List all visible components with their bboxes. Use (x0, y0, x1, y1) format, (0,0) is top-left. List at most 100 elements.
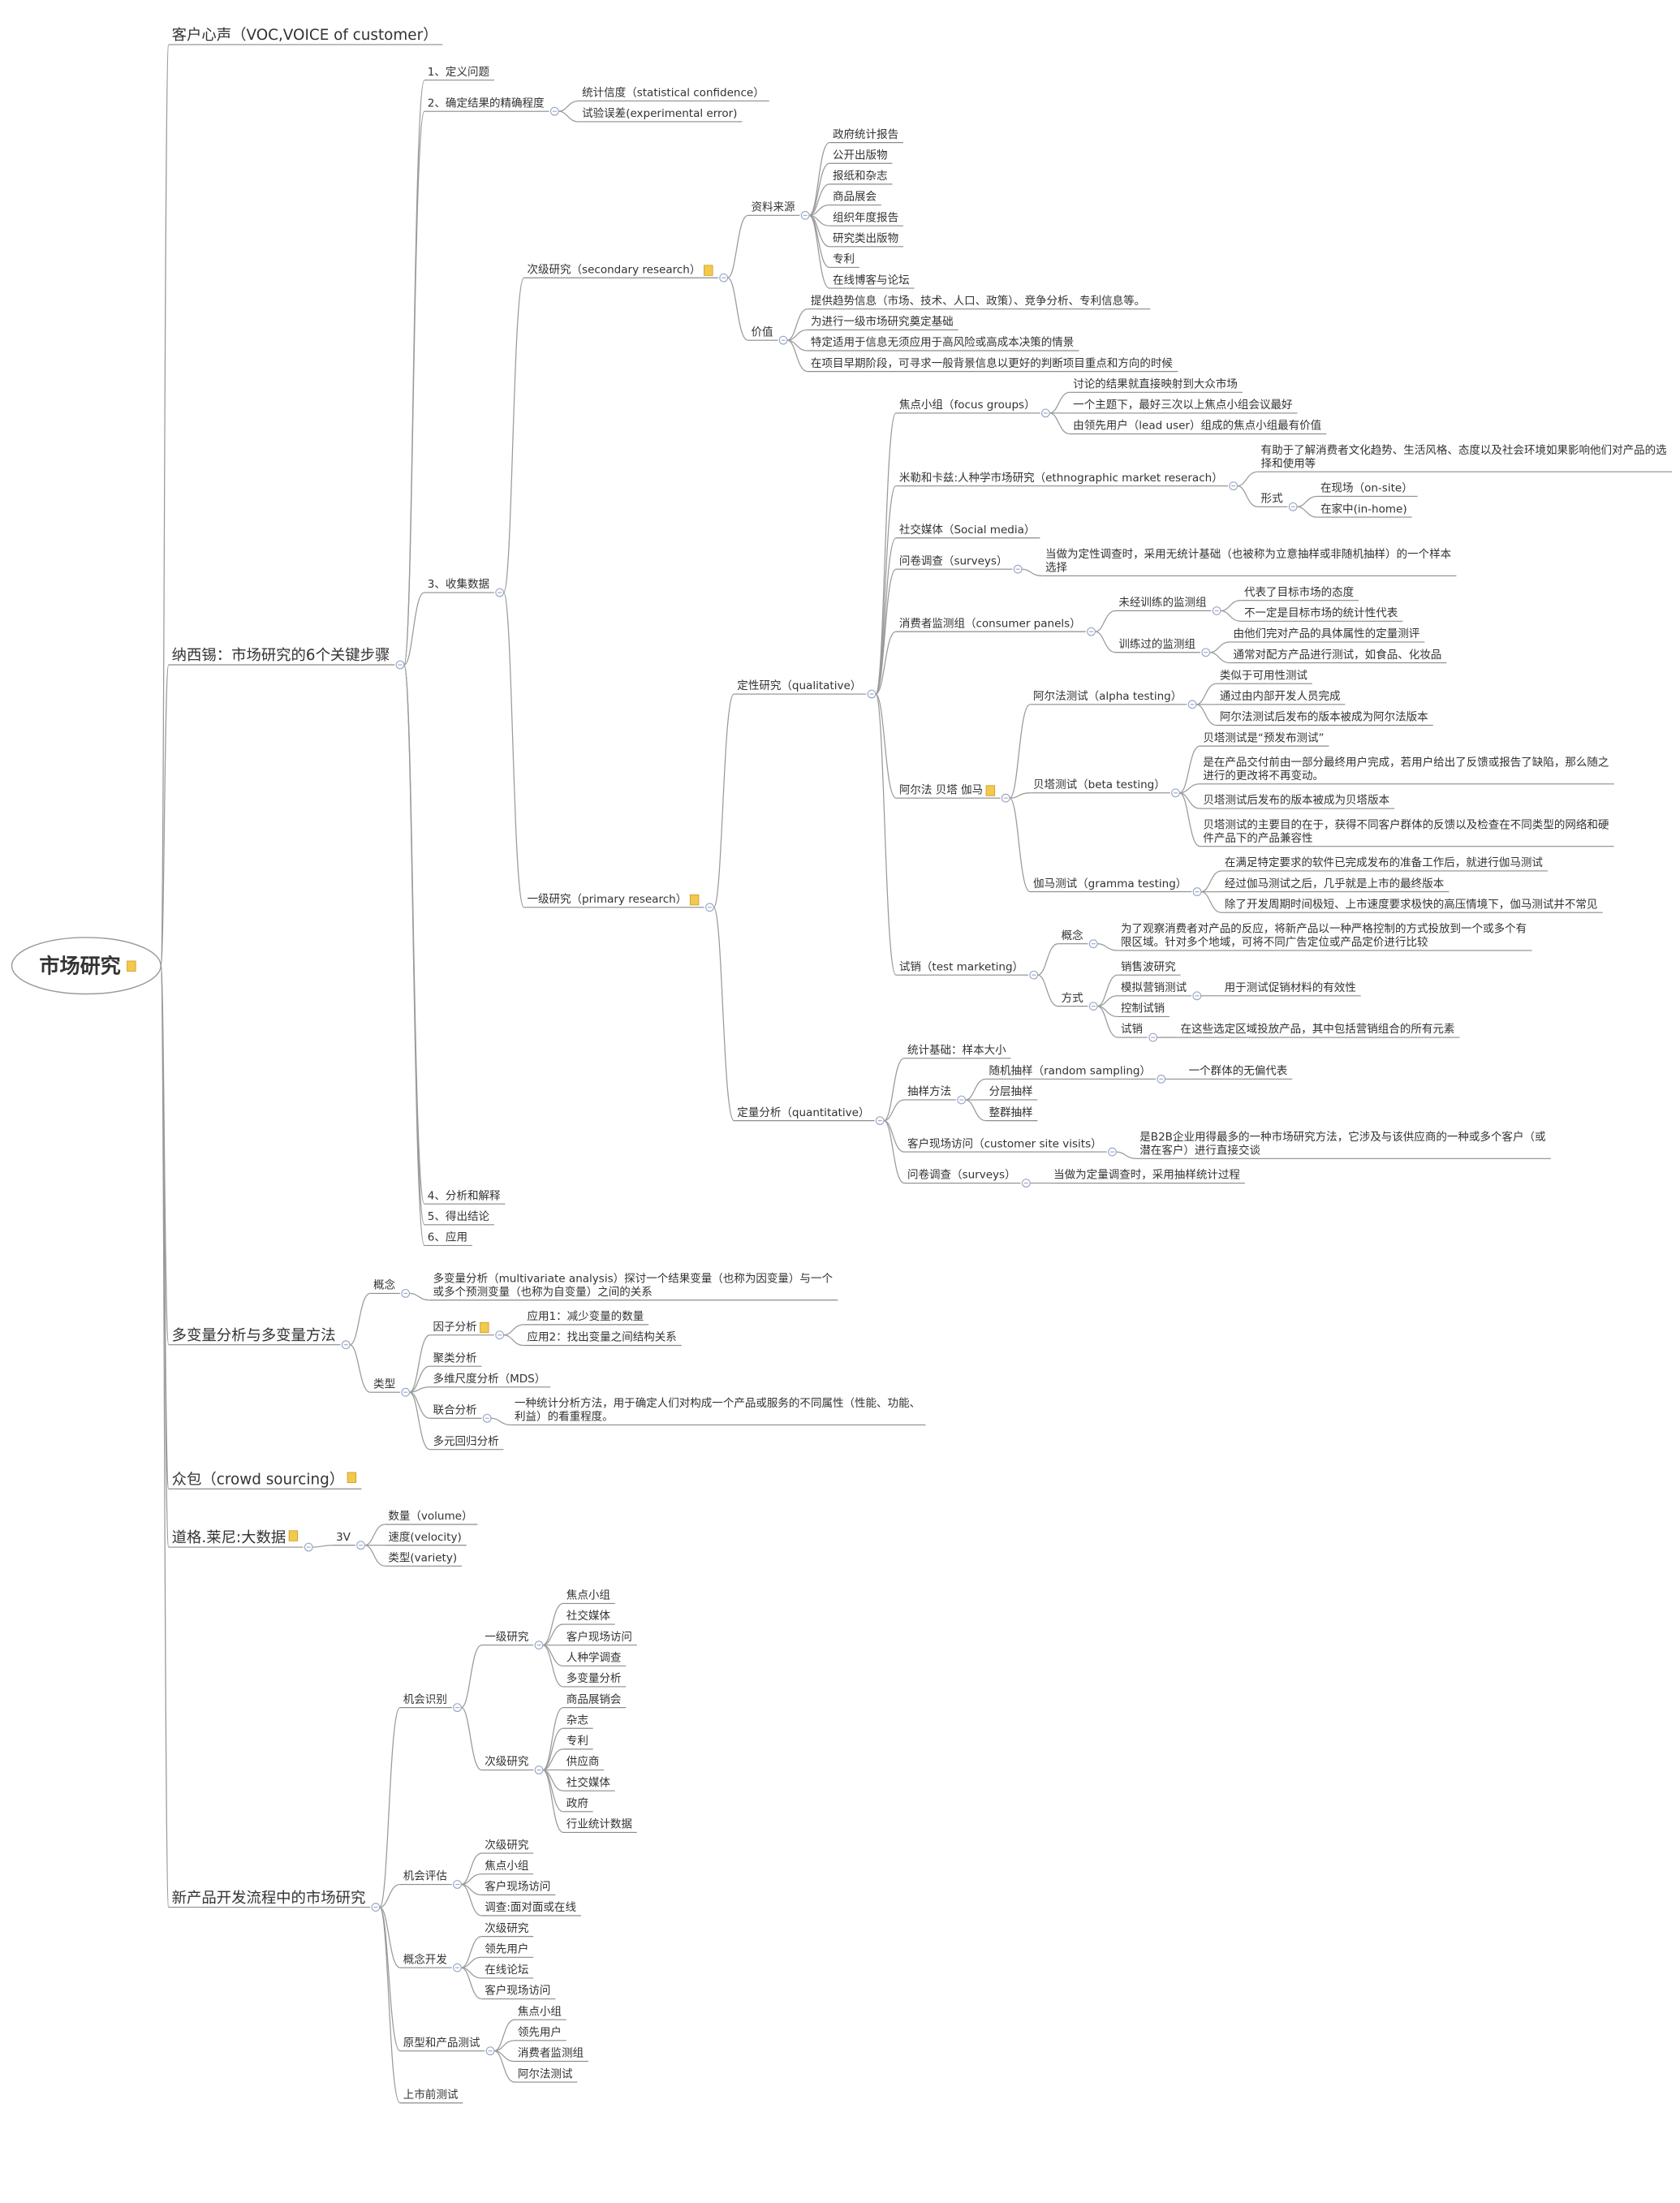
connector (379, 1906, 401, 2104)
label-line: 2、确定结果的精确程度 (428, 97, 545, 110)
label-line: 限区域。针对多个地域，可将不同广告定位或产品定价进行比较 (1121, 935, 1428, 949)
label-line: 阿尔法测试（alpha testing） (1033, 690, 1182, 703)
subtopic-node: 类型 (370, 1377, 411, 1397)
subtopic-node: 组织年度报告 (829, 211, 903, 226)
subtopic-node: 是在产品交付前由一部分最终用户完成，若用户给出了反馈或报告了缺陷，那么随之进行的… (1200, 756, 1614, 785)
label-line: 因子分析 (433, 1321, 477, 1334)
node-label: 道格.莱尼:大数据 (172, 1529, 286, 1546)
node-label: 1、定义问题 (428, 66, 490, 79)
node-label: 未经训练的监测组 (1118, 597, 1206, 610)
node-label: 问卷调查（surveys） (899, 554, 1008, 567)
node-label: 米勒和卡兹:人种学市场研究（ethnographic market resera… (899, 471, 1223, 485)
node-label: 5、得出结论 (428, 1209, 490, 1223)
label-line: 价值 (751, 325, 773, 338)
subtopic-node: 社交媒体 (562, 1775, 615, 1791)
label-line: 除了开发周期时间极短、上市速度要求极快的高压情境下，伽马测试并不常见 (1225, 897, 1598, 911)
subtopic-node: 阿尔法测试 (515, 2067, 578, 2083)
subtopic-node: 概念 (370, 1278, 411, 1298)
connector (1200, 870, 1222, 893)
label-line: 伽马测试（gramma testing） (1033, 877, 1187, 890)
subtopic-node: 训练过的监测组 (1115, 638, 1211, 657)
subtopic-node: 5、得出结论 (424, 1209, 494, 1226)
connector (786, 339, 808, 373)
connector (502, 592, 525, 908)
subtopic-node: 焦点小组 (515, 2005, 566, 2020)
subtopic-node: 专利 (562, 1735, 593, 1750)
subtopic-node: 有助于了解消费者文化趋势、生活风格、态度以及社会环境如果影响他们对产品的选择和使… (1257, 444, 1673, 472)
node-label: 用于测试促销材料的有效性 (1225, 981, 1356, 994)
subtopic-node: 阿尔法 贝塔 伽马 (895, 783, 1010, 803)
label-line: 有助于了解消费者文化趋势、生活风格、态度以及社会环境如果影响他们对产品的选 (1261, 444, 1668, 457)
node-label: 形式 (1261, 492, 1284, 505)
connector (403, 592, 425, 666)
connector (503, 1334, 524, 1347)
label-line: 或多个预测变量（也称为自变量）之间的关系 (433, 1285, 653, 1299)
label-line: 次级研究（secondary research） (527, 263, 700, 276)
subtopic-node: 政府统计报告 (829, 128, 903, 144)
subtopic-node: 定性研究（qualitative） (734, 679, 877, 699)
subtopic-node: 次级研究 (481, 1839, 534, 1854)
node-label: 政府 (566, 1797, 588, 1810)
label-line: 概念开发 (403, 1952, 448, 1966)
note-icon (347, 1472, 357, 1483)
connector (1200, 890, 1222, 913)
subtopic-node: 提供趋势信息（市场、技术、人口、政策）、竞争分析、专利信息等。 (808, 294, 1151, 310)
label-line: 一级研究 (485, 1631, 528, 1644)
node-label: 人种学调查 (566, 1652, 622, 1665)
node-label: 政府统计报告 (833, 128, 898, 141)
node-label: 统计基础：样本大小 (907, 1043, 1006, 1057)
connector (965, 1078, 986, 1101)
connector (409, 1391, 430, 1419)
subtopic-node: 统计信度（statistical confidence） (579, 87, 769, 101)
subtopic-node: 领先用户 (515, 2025, 566, 2041)
label-line: 多变量分析 (566, 1671, 622, 1685)
connector (1179, 745, 1200, 794)
connector (493, 2040, 515, 2052)
root-ellipse (11, 937, 162, 995)
label-line: 次级研究 (485, 1756, 528, 1769)
subtopic-node: 多维尺度分析（MDS） (429, 1372, 551, 1388)
label-line: 统计基础：样本大小 (907, 1043, 1006, 1057)
connector (542, 1706, 564, 1771)
node-label: 讨论的结果就直接映射到大众市场 (1073, 377, 1238, 390)
label-line: 3、收集数据 (428, 578, 489, 591)
connector (883, 1119, 905, 1184)
connector (403, 664, 425, 1226)
subtopic-node: 机会评估 (399, 1870, 462, 1889)
connector (493, 2050, 515, 2083)
subtopic-node: 销售波研究 (1118, 960, 1181, 976)
label-line: 训练过的监测组 (1118, 638, 1195, 651)
subtopic-node: 整群抽样 (985, 1106, 1038, 1122)
subtopic-node: 在满足特定要求的软件已完成发布的准备工作后，就进行伽马测试 (1221, 856, 1549, 872)
label-line: 供应商 (566, 1755, 600, 1769)
connector (1095, 610, 1116, 632)
label-line: 用于测试促销材料的有效性 (1225, 981, 1356, 994)
connector (460, 1706, 482, 1771)
label-line: 商品展销会 (566, 1693, 622, 1706)
connector (1096, 1005, 1118, 1038)
node-label: 伽马测试（gramma testing） (1033, 877, 1187, 890)
root-node: 市场研究 (11, 937, 162, 995)
node-label: 机会评估 (403, 1870, 447, 1883)
label-line: 模拟营销测试 (1121, 981, 1187, 994)
label-line: 由他们完对产品的具体属性的定量测评 (1233, 627, 1419, 640)
node-label: 4、分析和解释 (428, 1189, 501, 1202)
subtopic-node: 价值 (747, 325, 788, 345)
label-line: 领先用户 (518, 2025, 562, 2039)
label-line: 次级研究 (485, 1922, 528, 1935)
connector (461, 1956, 482, 1968)
topic-node: 道格.莱尼:大数据 (168, 1529, 313, 1552)
connector (403, 110, 425, 666)
connector (727, 277, 748, 341)
node-label: 报纸和杂志 (833, 170, 888, 183)
connector (1009, 704, 1031, 799)
node-label: 控制试销 (1121, 1002, 1165, 1015)
label-line: 在线论坛 (485, 1964, 528, 1977)
subtopic-node: 焦点小组（focus groups） (895, 399, 1050, 418)
node-label: 代表了目标市场的态度 (1244, 585, 1354, 599)
subtopic-node: 试销（test marketing） (895, 960, 1039, 980)
label-line: 领先用户 (485, 1942, 528, 1955)
node-label: 商品展会 (833, 191, 877, 204)
node-label: 概念开发 (403, 1952, 448, 1966)
subtopic-node: 概念 (1058, 929, 1098, 949)
